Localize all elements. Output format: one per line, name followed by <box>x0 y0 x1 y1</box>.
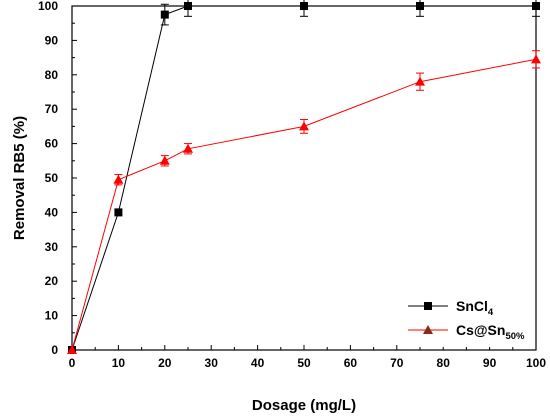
y-tick-label: 70 <box>45 102 59 116</box>
x-tick-label: 0 <box>69 356 76 370</box>
series-1-point <box>67 345 77 354</box>
y-axis-title: Removal RB5 (%) <box>11 116 28 240</box>
y-tick-label: 20 <box>45 274 59 288</box>
legend-label-cs-sn-main: Cs@Sn <box>456 322 505 338</box>
y-tick-label: 80 <box>45 68 59 82</box>
series-1 <box>67 50 541 354</box>
y-tick-label: 30 <box>45 240 59 254</box>
legend-marker-sncl4 <box>424 302 432 310</box>
x-tick-label: 50 <box>297 356 311 370</box>
y-tick-label: 90 <box>45 33 59 47</box>
y-tick-label: 100 <box>38 0 58 13</box>
series-1-point <box>159 155 170 165</box>
y-tick-label: 40 <box>45 205 59 219</box>
legend-label-sncl4-main: SnCl <box>456 298 488 314</box>
legend-label-cs-sn: Cs@Sn50% <box>456 322 525 342</box>
legend: SnCl4 Cs@Sn50% <box>402 293 529 347</box>
x-tick-label: 40 <box>251 356 265 370</box>
legend-box <box>402 293 529 347</box>
series-0-point <box>184 2 192 10</box>
x-axis-title: Dosage (mg/L) <box>252 397 356 414</box>
series-0-point <box>114 208 123 217</box>
y-tick-label: 10 <box>45 309 59 323</box>
y-tick-label: 0 <box>51 343 58 357</box>
x-tick-label: 70 <box>390 356 404 370</box>
series-layer <box>67 0 541 354</box>
x-tick-label: 10 <box>112 356 126 370</box>
x-tick-label: 30 <box>205 356 219 370</box>
x-tick-label: 90 <box>483 356 497 370</box>
series-1-point <box>531 54 541 64</box>
series-1-point <box>299 121 309 131</box>
legend-label-sncl4-sub: 4 <box>488 307 494 318</box>
series-1-point <box>415 76 425 86</box>
series-1-point <box>113 174 124 184</box>
series-0-point <box>160 10 169 19</box>
y-tick-label: 50 <box>45 171 59 185</box>
legend-label-sncl4: SnCl4 <box>456 298 494 318</box>
series-1-point <box>183 143 193 153</box>
legend-label-cs-sn-sub: 50% <box>505 331 525 342</box>
x-tick-label: 80 <box>437 356 451 370</box>
series-0-point <box>300 2 308 10</box>
x-tick-label: 60 <box>344 356 358 370</box>
ticks-layer: 0 10 20 30 40 50 60 70 80 90 100 0 10 20 30 40 50 60 70 80 9… <box>38 0 546 370</box>
series-0-point <box>532 2 540 10</box>
legend-marker-cs-sn <box>423 325 433 334</box>
y-tick-label: 60 <box>45 137 59 151</box>
series-0-point <box>416 2 424 10</box>
x-tick-label: 20 <box>158 356 172 370</box>
x-tick-label: 100 <box>526 356 546 370</box>
